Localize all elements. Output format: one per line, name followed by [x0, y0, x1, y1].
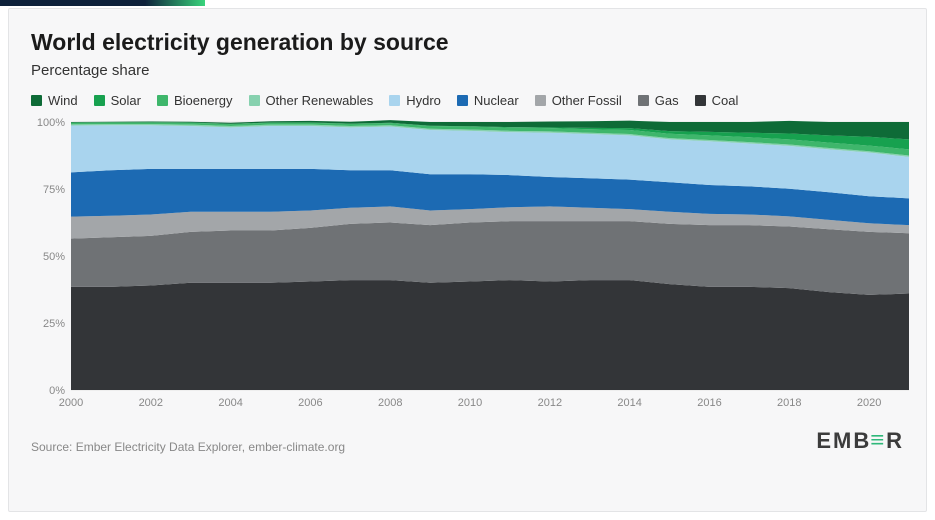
svg-text:2002: 2002	[139, 397, 163, 409]
strip-gradient	[145, 0, 205, 6]
svg-text:2018: 2018	[777, 397, 801, 409]
legend-swatch	[157, 95, 168, 106]
svg-text:2000: 2000	[59, 397, 83, 409]
svg-text:2020: 2020	[857, 397, 881, 409]
legend-swatch	[535, 95, 546, 106]
chart-card: World electricity generation by source P…	[8, 8, 927, 512]
svg-text:50%: 50%	[43, 251, 65, 263]
legend-item-other_fossil: Other Fossil	[535, 93, 622, 108]
legend-item-hydro: Hydro	[389, 93, 441, 108]
legend-item-solar: Solar	[94, 93, 141, 108]
source-attribution: Source: Ember Electricity Data Explorer,…	[31, 440, 345, 454]
svg-text:25%: 25%	[43, 318, 65, 330]
svg-text:2014: 2014	[617, 397, 641, 409]
legend-swatch	[31, 95, 42, 106]
svg-text:0%: 0%	[49, 385, 65, 397]
legend-item-coal: Coal	[695, 93, 739, 108]
chart-title: World electricity generation by source	[31, 29, 904, 56]
legend-swatch	[695, 95, 706, 106]
svg-text:2010: 2010	[458, 397, 482, 409]
legend-label: Wind	[48, 93, 78, 108]
svg-text:2016: 2016	[697, 397, 721, 409]
svg-text:75%: 75%	[43, 184, 65, 196]
legend-item-nuclear: Nuclear	[457, 93, 519, 108]
legend-label: Other Renewables	[266, 93, 374, 108]
svg-text:2006: 2006	[298, 397, 322, 409]
legend-label: Other Fossil	[552, 93, 622, 108]
legend-label: Gas	[655, 93, 679, 108]
legend-item-wind: Wind	[31, 93, 78, 108]
legend-swatch	[638, 95, 649, 106]
legend-label: Hydro	[406, 93, 441, 108]
svg-text:2004: 2004	[218, 397, 242, 409]
top-accent-strip	[0, 0, 935, 6]
svg-text:2012: 2012	[538, 397, 562, 409]
legend-label: Bioenergy	[174, 93, 233, 108]
area-coal	[71, 280, 909, 390]
legend-label: Coal	[712, 93, 739, 108]
stacked-area-chart: 0% 25% 50% 75% 100% 2000 2002 2004 2006 2008 2010 2…	[31, 118, 904, 414]
legend-item-bioenergy: Bioenergy	[157, 93, 233, 108]
legend-item-other_ren: Other Renewables	[249, 93, 374, 108]
legend: Wind Solar Bioenergy Other Renewables Hydro N…	[31, 93, 904, 108]
svg-text:2008: 2008	[378, 397, 402, 409]
ember-logo: EMB≡R	[816, 428, 904, 454]
legend-label: Nuclear	[474, 93, 519, 108]
legend-label: Solar	[111, 93, 141, 108]
legend-swatch	[389, 95, 400, 106]
chart-svg: 0% 25% 50% 75% 100% 2000 2002 2004 2006 2008 2010 2…	[31, 118, 915, 414]
svg-text:100%: 100%	[37, 118, 65, 129]
legend-swatch	[457, 95, 468, 106]
legend-swatch	[249, 95, 260, 106]
legend-item-gas: Gas	[638, 93, 679, 108]
chart-subtitle: Percentage share	[31, 62, 904, 79]
legend-swatch	[94, 95, 105, 106]
strip-dark	[0, 0, 145, 6]
